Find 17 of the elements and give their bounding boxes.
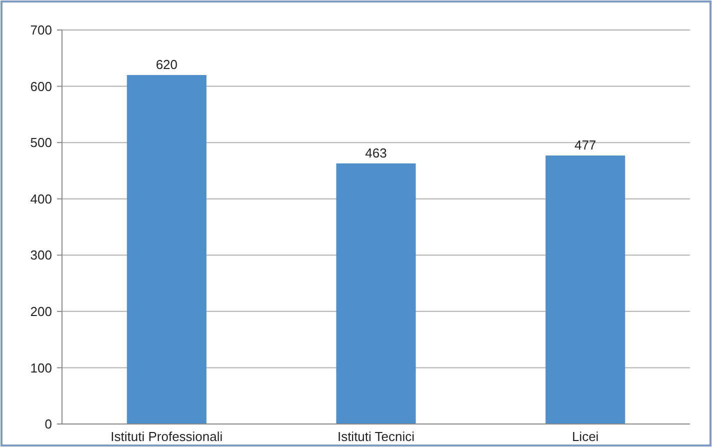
bar xyxy=(546,156,626,424)
y-tick-label: 500 xyxy=(30,135,52,150)
data-label: 620 xyxy=(156,57,178,72)
y-tick-label: 200 xyxy=(30,304,52,319)
x-tick-label: Istituti Professionali xyxy=(110,429,223,444)
y-tick-label: 100 xyxy=(30,360,52,376)
bar xyxy=(126,75,206,424)
y-tick-label: 700 xyxy=(30,22,52,38)
data-label: 463 xyxy=(365,145,387,160)
x-tick-label: Istituti Tecnici xyxy=(337,429,415,444)
y-tick-label: 400 xyxy=(30,191,52,206)
x-tick-label: Licei xyxy=(572,429,599,444)
bar xyxy=(336,163,416,424)
y-tick-label: 0 xyxy=(44,416,52,432)
y-tick-label: 300 xyxy=(30,248,52,263)
y-tick-label: 600 xyxy=(30,78,52,94)
data-label: 477 xyxy=(574,138,596,153)
